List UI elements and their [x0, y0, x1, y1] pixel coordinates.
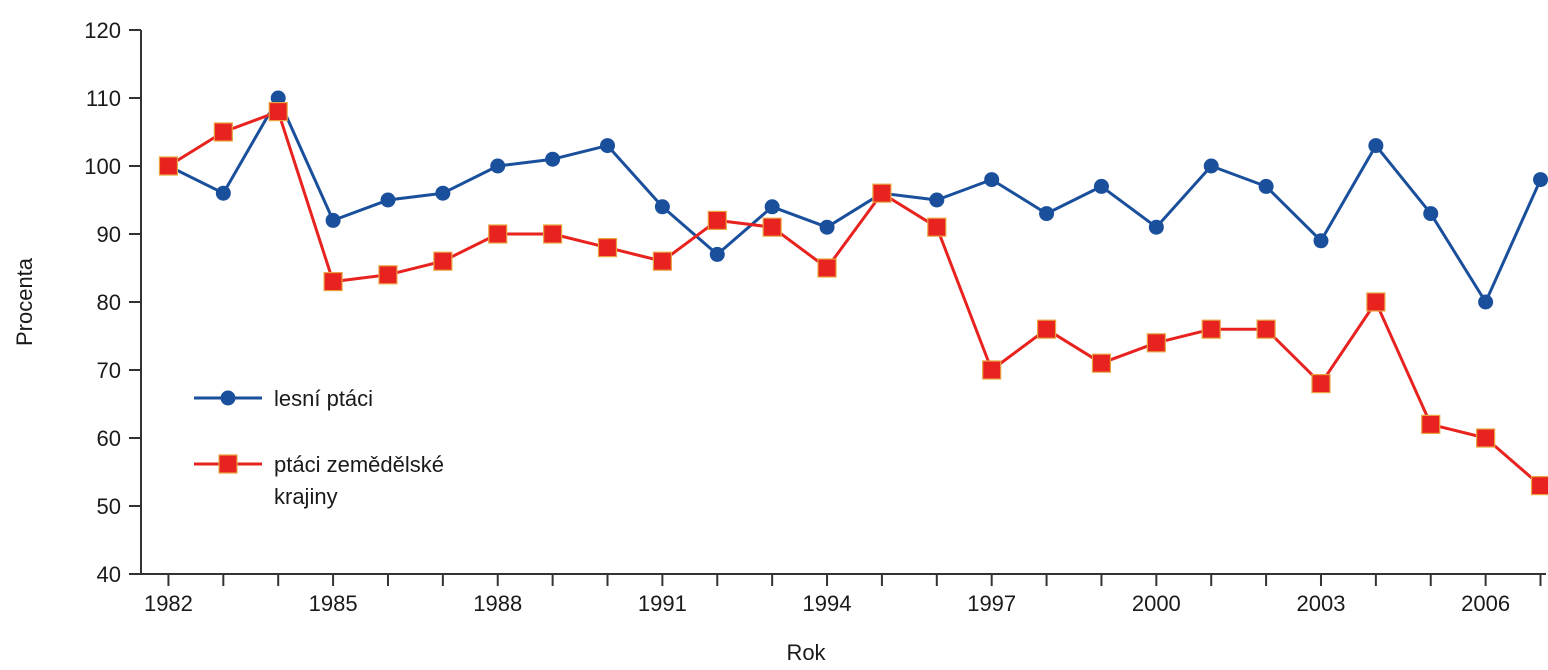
series-line — [167, 96, 1542, 304]
y-axis-ticks: 40 50 60 70 80 90 100 110 120 — [84, 18, 141, 587]
data-point — [1146, 333, 1166, 353]
data-point — [1201, 319, 1221, 339]
data-point — [435, 185, 451, 201]
data-point — [764, 199, 780, 215]
data-point — [1478, 294, 1494, 310]
data-point — [927, 217, 947, 237]
x-tick-label: 2006 — [1461, 591, 1510, 616]
data-point — [270, 90, 286, 106]
data-point — [597, 238, 618, 258]
x-tick-label: 1988 — [473, 591, 522, 616]
data-point — [268, 101, 288, 122]
y-tick-label: 70 — [97, 358, 121, 383]
data-point — [213, 122, 233, 142]
data-point — [215, 185, 231, 201]
data-point — [707, 210, 727, 230]
data-point — [1148, 219, 1164, 235]
x-tick-label: 1985 — [309, 591, 358, 616]
data-point — [1421, 414, 1441, 434]
data-point — [1530, 476, 1548, 496]
data-point — [325, 212, 341, 228]
series-layer — [158, 90, 1548, 496]
legend-item-1: lesní ptáci — [194, 386, 373, 411]
data-point — [654, 199, 670, 215]
x-tick-label: 1994 — [803, 591, 852, 616]
x-tick-label: 1997 — [967, 591, 1016, 616]
data-point — [488, 224, 508, 244]
data-point — [433, 251, 453, 271]
data-point — [1093, 178, 1109, 194]
data-point — [1423, 206, 1439, 222]
data-point — [1368, 138, 1384, 154]
data-point — [709, 246, 725, 262]
data-point — [1036, 319, 1057, 339]
data-point — [982, 360, 1002, 380]
data-point — [1091, 353, 1112, 373]
data-point — [543, 224, 563, 244]
legend-marker — [218, 454, 238, 474]
legend: lesní ptáci ptáci zemědělské krajiny — [194, 386, 444, 509]
series-line — [167, 110, 1542, 487]
legend-item-2: ptáci zemědělské krajiny — [194, 452, 444, 509]
data-point — [545, 151, 561, 167]
data-point — [1476, 428, 1496, 448]
data-point — [1311, 374, 1331, 394]
legend-label: ptáci zemědělské — [274, 452, 444, 477]
x-axis-title: Rok — [786, 640, 826, 665]
x-tick-label: 1982 — [144, 591, 193, 616]
legend-label: krajiny — [274, 484, 338, 509]
y-tick-label: 60 — [97, 426, 121, 451]
legend-label: lesní ptáci — [274, 386, 373, 411]
legend-marker — [220, 390, 236, 406]
x-tick-label: 1991 — [638, 591, 687, 616]
data-point — [1533, 172, 1548, 188]
axes — [140, 30, 1546, 575]
data-point — [929, 192, 945, 208]
data-point — [1039, 206, 1055, 222]
y-tick-label: 90 — [97, 222, 121, 247]
data-point — [1203, 158, 1219, 174]
x-axis-ticks: 1982 1985 1988 1991 1994 1997 2000 2003 2006 — [144, 574, 1542, 616]
x-tick-label: 2000 — [1132, 591, 1181, 616]
data-point — [1258, 178, 1274, 194]
data-point — [819, 219, 835, 235]
data-point — [378, 265, 398, 285]
data-point — [984, 172, 1000, 188]
y-tick-label: 120 — [84, 18, 121, 43]
y-axis-title: Procenta — [12, 257, 37, 346]
data-point — [1256, 319, 1276, 339]
y-tick-label: 100 — [84, 154, 121, 179]
y-tick-label: 80 — [97, 290, 121, 315]
data-point — [872, 183, 892, 203]
data-point — [158, 156, 179, 176]
series-2 — [158, 101, 1548, 496]
data-point — [1313, 233, 1329, 249]
data-point — [762, 217, 782, 237]
data-point — [380, 192, 396, 208]
y-tick-label: 110 — [86, 86, 121, 111]
data-point — [652, 251, 672, 271]
data-point — [1366, 292, 1386, 312]
x-tick-label: 2003 — [1297, 591, 1346, 616]
data-point — [323, 272, 343, 292]
data-point — [817, 258, 837, 278]
data-point — [490, 158, 506, 174]
y-tick-label: 50 — [97, 494, 121, 519]
y-tick-label: 40 — [97, 562, 121, 587]
data-point — [600, 138, 616, 154]
